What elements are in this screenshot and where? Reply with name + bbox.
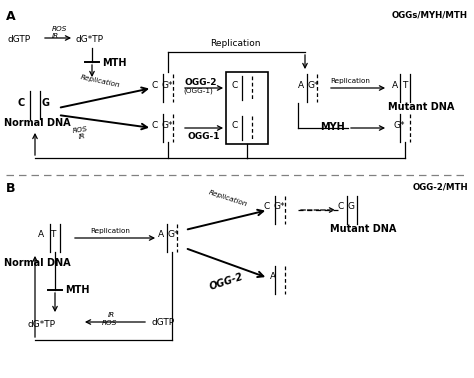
Text: A: A xyxy=(392,81,398,90)
Text: dG*TP: dG*TP xyxy=(76,35,104,44)
Text: OGGs/MYH/MTH: OGGs/MYH/MTH xyxy=(392,10,468,19)
Text: G: G xyxy=(348,202,355,211)
Text: G*: G* xyxy=(162,121,173,130)
Text: IR: IR xyxy=(78,133,86,140)
Text: MYH: MYH xyxy=(320,122,345,132)
Text: A: A xyxy=(6,10,16,23)
Text: Mutant DNA: Mutant DNA xyxy=(388,102,455,112)
Text: G*: G* xyxy=(162,81,173,90)
Text: Replication: Replication xyxy=(330,78,370,84)
Text: Replication: Replication xyxy=(80,74,121,88)
Text: B: B xyxy=(6,182,16,195)
Text: OGG-2: OGG-2 xyxy=(185,78,218,87)
Text: ROS: ROS xyxy=(52,26,67,32)
Text: Replication: Replication xyxy=(90,228,130,234)
Text: MTH: MTH xyxy=(65,285,90,295)
Text: Mutant DNA: Mutant DNA xyxy=(330,224,396,234)
Text: ROS: ROS xyxy=(72,126,88,134)
Text: Replication: Replication xyxy=(210,39,261,48)
Text: G: G xyxy=(42,98,50,108)
Text: IR: IR xyxy=(52,33,59,39)
Text: C: C xyxy=(152,121,158,130)
Text: dG*TP: dG*TP xyxy=(28,320,56,329)
Text: G*: G* xyxy=(308,81,319,90)
Text: dGTP: dGTP xyxy=(152,318,175,327)
Text: A: A xyxy=(270,272,276,281)
Text: A: A xyxy=(158,230,164,239)
Text: C: C xyxy=(232,81,238,90)
Text: ROS: ROS xyxy=(102,320,118,326)
Text: (OGG-1): (OGG-1) xyxy=(183,87,213,93)
Text: OGG-1: OGG-1 xyxy=(188,132,220,141)
Text: A: A xyxy=(298,81,304,90)
Text: dGTP: dGTP xyxy=(8,35,31,44)
Text: G*: G* xyxy=(274,202,285,211)
Text: Normal DNA: Normal DNA xyxy=(4,118,71,128)
Text: MTH: MTH xyxy=(102,58,127,68)
Text: Replication: Replication xyxy=(208,190,248,208)
Text: C: C xyxy=(152,81,158,90)
Text: G*: G* xyxy=(394,121,405,130)
Text: OGG-2: OGG-2 xyxy=(208,272,245,292)
Text: C: C xyxy=(18,98,25,108)
Text: OGG-2/MTH: OGG-2/MTH xyxy=(412,182,468,191)
Text: G*: G* xyxy=(168,230,180,239)
Text: T: T xyxy=(50,230,55,239)
Text: C: C xyxy=(232,121,238,130)
Text: A: A xyxy=(38,230,44,239)
Text: C: C xyxy=(338,202,344,211)
Bar xyxy=(226,72,268,144)
Text: IR: IR xyxy=(108,312,115,318)
Text: T: T xyxy=(402,81,407,90)
Text: C: C xyxy=(264,202,270,211)
Text: Normal DNA: Normal DNA xyxy=(4,258,71,268)
